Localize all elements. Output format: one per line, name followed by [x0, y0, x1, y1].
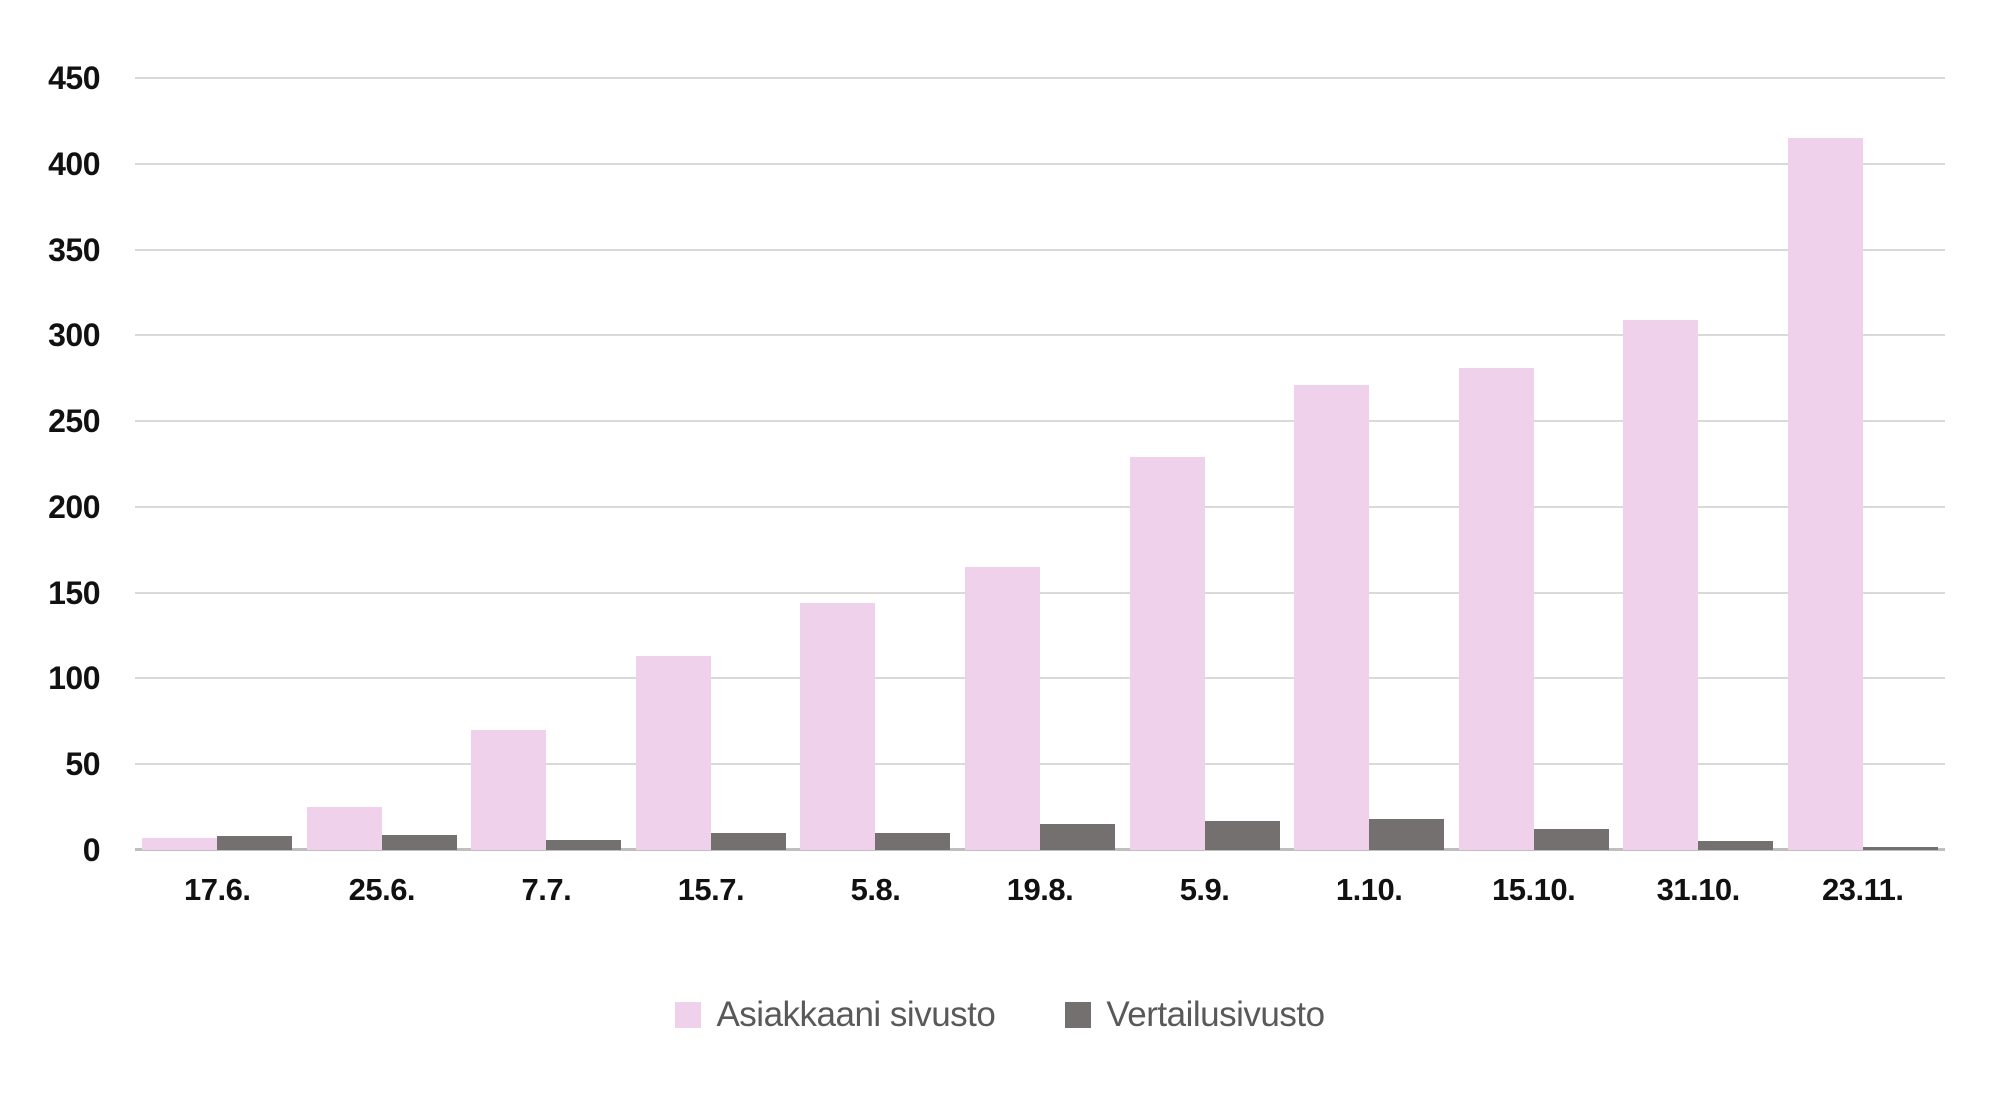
x-tick-label-19.8.: 19.8. — [1006, 872, 1074, 907]
bar-group-1.10. — [1287, 78, 1452, 850]
bar-group-25.6. — [300, 78, 465, 850]
bar-asiakkaani-15.10. — [1458, 367, 1534, 850]
bar-vertailu-1.10. — [1369, 819, 1445, 850]
gridline-100 — [135, 677, 1945, 680]
y-tick-label-0: 0 — [82, 832, 101, 868]
bar-vertailu-15.7. — [710, 832, 786, 850]
y-tick-label-100: 100 — [48, 660, 100, 697]
y-tick-label-250: 250 — [48, 403, 100, 440]
x-tick-label-5.8.: 5.8. — [850, 872, 901, 907]
bar-asiakkaani-25.6. — [306, 807, 382, 850]
x-tick-label-31.10.: 31.10. — [1656, 872, 1741, 907]
y-axis: 450 400 350 300 250 200 150 100 50 0 — [0, 60, 100, 868]
bar-group-15.10. — [1451, 78, 1616, 850]
x-tick-label-15.10.: 15.10. — [1492, 872, 1576, 907]
bar-group-5.8. — [793, 78, 958, 850]
bar-group-23.11. — [1780, 78, 1945, 850]
x-tick-label-7.7.: 7.7. — [521, 872, 572, 907]
bar-group-31.10. — [1616, 78, 1781, 850]
bar-vertailu-31.10. — [1698, 841, 1774, 850]
x-tick-label-5.9.: 5.9. — [1179, 872, 1230, 907]
bar-asiakkaani-5.9. — [1129, 457, 1205, 850]
gridline-50 — [135, 763, 1945, 766]
x-tick-label-15.7.: 15.7. — [677, 872, 745, 907]
y-tick-label-300: 300 — [48, 317, 100, 354]
bar-group-19.8. — [958, 78, 1123, 850]
bar-asiakkaani-1.10. — [1294, 385, 1370, 850]
y-tick-label-450: 450 — [48, 60, 100, 96]
gridline-300 — [135, 334, 1945, 337]
bar-group-17.6. — [135, 78, 300, 850]
gridline-250 — [135, 420, 1945, 423]
bar-group-15.7. — [629, 78, 794, 850]
x-tick-label-25.6.: 25.6. — [348, 872, 416, 907]
bar-group-7.7. — [464, 78, 629, 850]
bar-asiakkaani-19.8. — [965, 566, 1040, 850]
y-tick-label-400: 400 — [48, 145, 100, 182]
bar-vertailu-15.10. — [1533, 829, 1609, 850]
legend-label-vertailu: Vertailusivusto — [1106, 995, 1325, 1034]
bar-asiakkaani-15.7. — [635, 656, 711, 850]
x-tick-label-17.6.: 17.6. — [184, 872, 251, 907]
bar-vertailu-5.8. — [875, 832, 951, 850]
bar-vertailu-23.11. — [1862, 846, 1938, 850]
legend-item-asiakkaani: Asiakkaani sivusto — [675, 995, 996, 1035]
legend-swatch-vertailu — [1065, 1002, 1092, 1028]
y-tick-label-150: 150 — [48, 574, 100, 611]
bar-vertailu-19.8. — [1040, 824, 1115, 850]
y-tick-label-350: 350 — [48, 231, 100, 268]
bar-asiakkaani-5.8. — [800, 602, 876, 850]
y-tick-label-200: 200 — [48, 488, 100, 525]
bar-vertailu-25.6. — [381, 834, 457, 850]
legend: Asiakkaani sivusto Vertailusivusto — [0, 995, 2000, 1035]
x-tick-label-23.11.: 23.11. — [1822, 872, 1904, 907]
y-tick-label-50: 50 — [65, 746, 100, 783]
legend-swatch-asiakkaani — [675, 1002, 702, 1028]
gridline-400 — [135, 162, 1945, 165]
bar-asiakkaani-31.10. — [1623, 319, 1699, 850]
x-axis: 17.6. 25.6. 7.7. 15.7. 5.8. 19.8. 5.9. 1.10. 15.… — [135, 872, 1945, 908]
gridline-350 — [135, 248, 1945, 251]
plot-area — [135, 77, 1945, 851]
bar-vertailu-5.9. — [1204, 820, 1280, 850]
x-tick-label-1.10.: 1.10. — [1335, 872, 1403, 907]
bar-asiakkaani-17.6. — [142, 838, 218, 850]
gridline-200 — [135, 505, 1945, 508]
bar-groups — [135, 78, 1945, 850]
gridline-450 — [135, 77, 1945, 79]
bar-vertailu-7.7. — [546, 839, 622, 850]
bar-asiakkaani-7.7. — [471, 729, 547, 850]
gridline-150 — [135, 591, 1945, 594]
bar-asiakkaani-23.11. — [1787, 138, 1863, 850]
legend-label-asiakkaani: Asiakkaani sivusto — [716, 995, 996, 1034]
legend-item-vertailu: Vertailusivusto — [1065, 995, 1325, 1035]
bar-vertailu-17.6. — [217, 836, 293, 850]
bar-group-5.9. — [1122, 78, 1287, 850]
